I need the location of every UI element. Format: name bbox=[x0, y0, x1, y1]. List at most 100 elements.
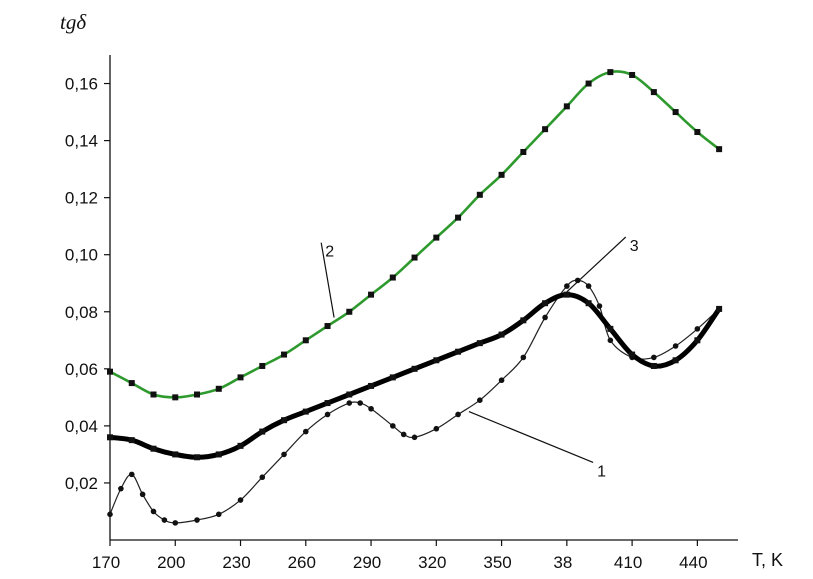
data-point bbox=[520, 149, 527, 155]
data-point bbox=[411, 254, 418, 261]
y-tick-label: 0,16 bbox=[65, 75, 98, 94]
data-point bbox=[433, 234, 440, 241]
data-point bbox=[455, 411, 461, 418]
data-point bbox=[563, 103, 570, 110]
data-point bbox=[128, 471, 135, 478]
data-point bbox=[629, 71, 636, 78]
y-tick-label: 0,12 bbox=[65, 189, 98, 208]
data-point bbox=[390, 423, 396, 429]
curve-leader-line bbox=[566, 236, 627, 293]
data-point bbox=[520, 354, 527, 361]
data-point bbox=[128, 437, 135, 444]
data-point bbox=[368, 382, 375, 389]
x-tick-label: 410 bbox=[614, 553, 642, 572]
x-tick-label: 290 bbox=[353, 553, 381, 572]
data-point bbox=[237, 497, 244, 503]
data-point bbox=[302, 428, 309, 435]
data-point bbox=[346, 400, 353, 406]
data-point bbox=[607, 337, 614, 344]
x-tick-label: 440 bbox=[679, 553, 707, 572]
data-point bbox=[542, 300, 549, 307]
series-line bbox=[107, 292, 722, 460]
data-point bbox=[139, 491, 146, 498]
data-point bbox=[368, 291, 375, 298]
y-tick-label: 0,14 bbox=[65, 132, 98, 151]
data-point bbox=[542, 314, 548, 321]
data-point bbox=[498, 171, 505, 178]
data-point bbox=[607, 69, 614, 76]
y-tick-label: 0,02 bbox=[65, 474, 98, 493]
data-point bbox=[324, 323, 331, 330]
y-tick-label: 0,08 bbox=[65, 303, 98, 322]
data-point bbox=[324, 411, 331, 418]
data-point bbox=[716, 305, 723, 312]
data-point bbox=[694, 129, 701, 136]
data-point bbox=[215, 451, 222, 458]
data-point bbox=[357, 400, 363, 406]
data-point bbox=[651, 354, 657, 361]
data-point bbox=[498, 331, 505, 338]
data-point bbox=[694, 337, 701, 344]
series-line bbox=[109, 279, 720, 524]
data-point bbox=[389, 374, 396, 381]
data-point bbox=[194, 391, 201, 398]
data-point bbox=[150, 391, 157, 398]
annotation-layer: 1 2 3 bbox=[320, 236, 639, 480]
data-point bbox=[302, 408, 309, 415]
data-point bbox=[281, 417, 288, 424]
series-1 bbox=[107, 277, 722, 526]
x-axis: 170 200 230 260 290 320 350 38 410 440 bbox=[92, 539, 738, 572]
data-point bbox=[585, 80, 592, 87]
data-point bbox=[650, 89, 657, 96]
data-point bbox=[564, 283, 570, 289]
x-axis-title: T, K bbox=[752, 550, 783, 570]
data-point bbox=[161, 517, 168, 523]
data-point bbox=[172, 394, 179, 401]
data-point bbox=[172, 451, 179, 458]
data-point bbox=[629, 351, 636, 358]
data-point bbox=[107, 511, 113, 518]
data-point bbox=[411, 434, 418, 441]
data-point bbox=[672, 357, 679, 364]
data-point bbox=[259, 428, 266, 435]
data-point bbox=[259, 362, 266, 369]
data-point bbox=[455, 214, 462, 221]
curve-leader-line bbox=[468, 411, 594, 463]
data-point bbox=[411, 365, 418, 372]
curve-label: 2 bbox=[325, 244, 334, 261]
x-tick-label: 38 bbox=[553, 553, 572, 572]
data-point bbox=[368, 405, 374, 412]
data-point bbox=[400, 431, 407, 438]
data-point bbox=[194, 454, 201, 461]
data-point bbox=[107, 368, 113, 375]
data-point bbox=[237, 374, 244, 381]
data-point bbox=[607, 325, 614, 332]
data-point bbox=[172, 520, 179, 526]
data-point bbox=[194, 517, 200, 523]
series-3 bbox=[107, 291, 723, 461]
data-point bbox=[542, 126, 549, 133]
data-point bbox=[107, 434, 113, 441]
series-layer bbox=[107, 69, 723, 526]
data-point bbox=[346, 391, 353, 398]
data-point bbox=[128, 380, 135, 387]
x-tick-label: 230 bbox=[222, 553, 250, 572]
data-point bbox=[563, 291, 570, 298]
y-tick-label: 0,04 bbox=[65, 417, 98, 436]
data-point bbox=[215, 511, 222, 518]
x-tick-label: 170 bbox=[92, 553, 120, 572]
y-axis: 0,02 0,04 0,06 0,08 0,10 0,12 0,14 0,16 bbox=[65, 55, 111, 540]
data-point bbox=[585, 283, 592, 289]
data-point bbox=[281, 351, 288, 358]
data-point bbox=[324, 400, 331, 407]
y-tick-label: 0,10 bbox=[65, 246, 98, 265]
data-point bbox=[596, 303, 603, 309]
data-point bbox=[716, 146, 723, 153]
data-point bbox=[574, 277, 581, 284]
data-point bbox=[302, 337, 309, 344]
data-point bbox=[520, 317, 527, 324]
x-tick-label: 320 bbox=[418, 553, 446, 572]
data-point bbox=[455, 348, 462, 355]
data-point bbox=[237, 442, 244, 449]
